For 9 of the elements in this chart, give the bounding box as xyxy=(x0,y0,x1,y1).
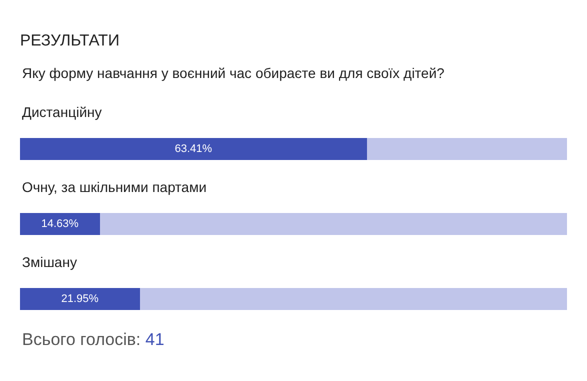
y-tick-label: Очну, за шкільними партами xyxy=(22,179,207,195)
data-label: 63.41% xyxy=(174,143,212,155)
chart-subtitle: Яку форму навчання у воєнний час обираєте ви для своїх дітей? xyxy=(22,65,445,81)
text: Всього голосів: 41 xyxy=(22,330,164,349)
data-label: 21.95% xyxy=(61,293,99,305)
data-label: 14.63% xyxy=(41,218,79,230)
y-tick-label: Змішану xyxy=(22,254,77,270)
y-tick-label: Дистанційну xyxy=(22,104,102,120)
chart-title: РЕЗУЛЬТАТИ xyxy=(20,32,120,50)
